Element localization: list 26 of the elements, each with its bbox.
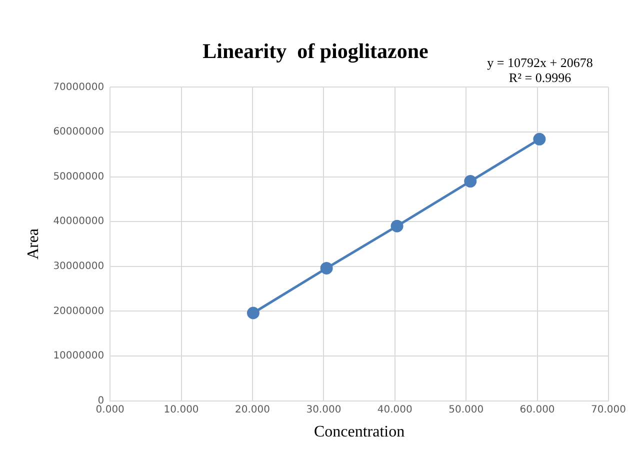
x-tick-label: 30.000 <box>306 404 342 416</box>
y-tick-label: 60000000 <box>53 126 104 138</box>
x-tick-label: 20.000 <box>235 404 270 416</box>
x-tick-label: 60.000 <box>520 404 555 416</box>
point <box>533 132 546 146</box>
point <box>390 220 404 232</box>
y-axis-title: Area <box>24 228 42 260</box>
x-axis-title: Concentration <box>314 424 405 441</box>
y-tick-label: 40000000 <box>53 216 104 228</box>
y-tick-label: 20000000 <box>53 306 104 317</box>
text: y = 10792x + 20678 <box>487 55 593 70</box>
x-tick-label: 10.000 <box>164 404 199 416</box>
point <box>246 306 260 320</box>
chart-title: Linearity of pioglitazone <box>202 39 428 64</box>
y-tick-label: 50000000 <box>53 171 104 182</box>
x-tick-label: 50.000 <box>448 404 484 416</box>
x-tick-label: 70.000 <box>591 404 626 416</box>
y-tick-label: 30000000 <box>53 260 104 272</box>
point <box>320 262 333 274</box>
x-tick-label: 40.000 <box>377 404 412 416</box>
y-tick-label: 10000000 <box>53 350 104 362</box>
point <box>464 175 477 188</box>
x-tick-label: 0.000 <box>96 404 124 416</box>
text: R² = 0.9996 <box>508 70 572 86</box>
y-tick-label: 70000000 <box>53 82 104 93</box>
y-tick-label: 0 <box>98 395 104 406</box>
